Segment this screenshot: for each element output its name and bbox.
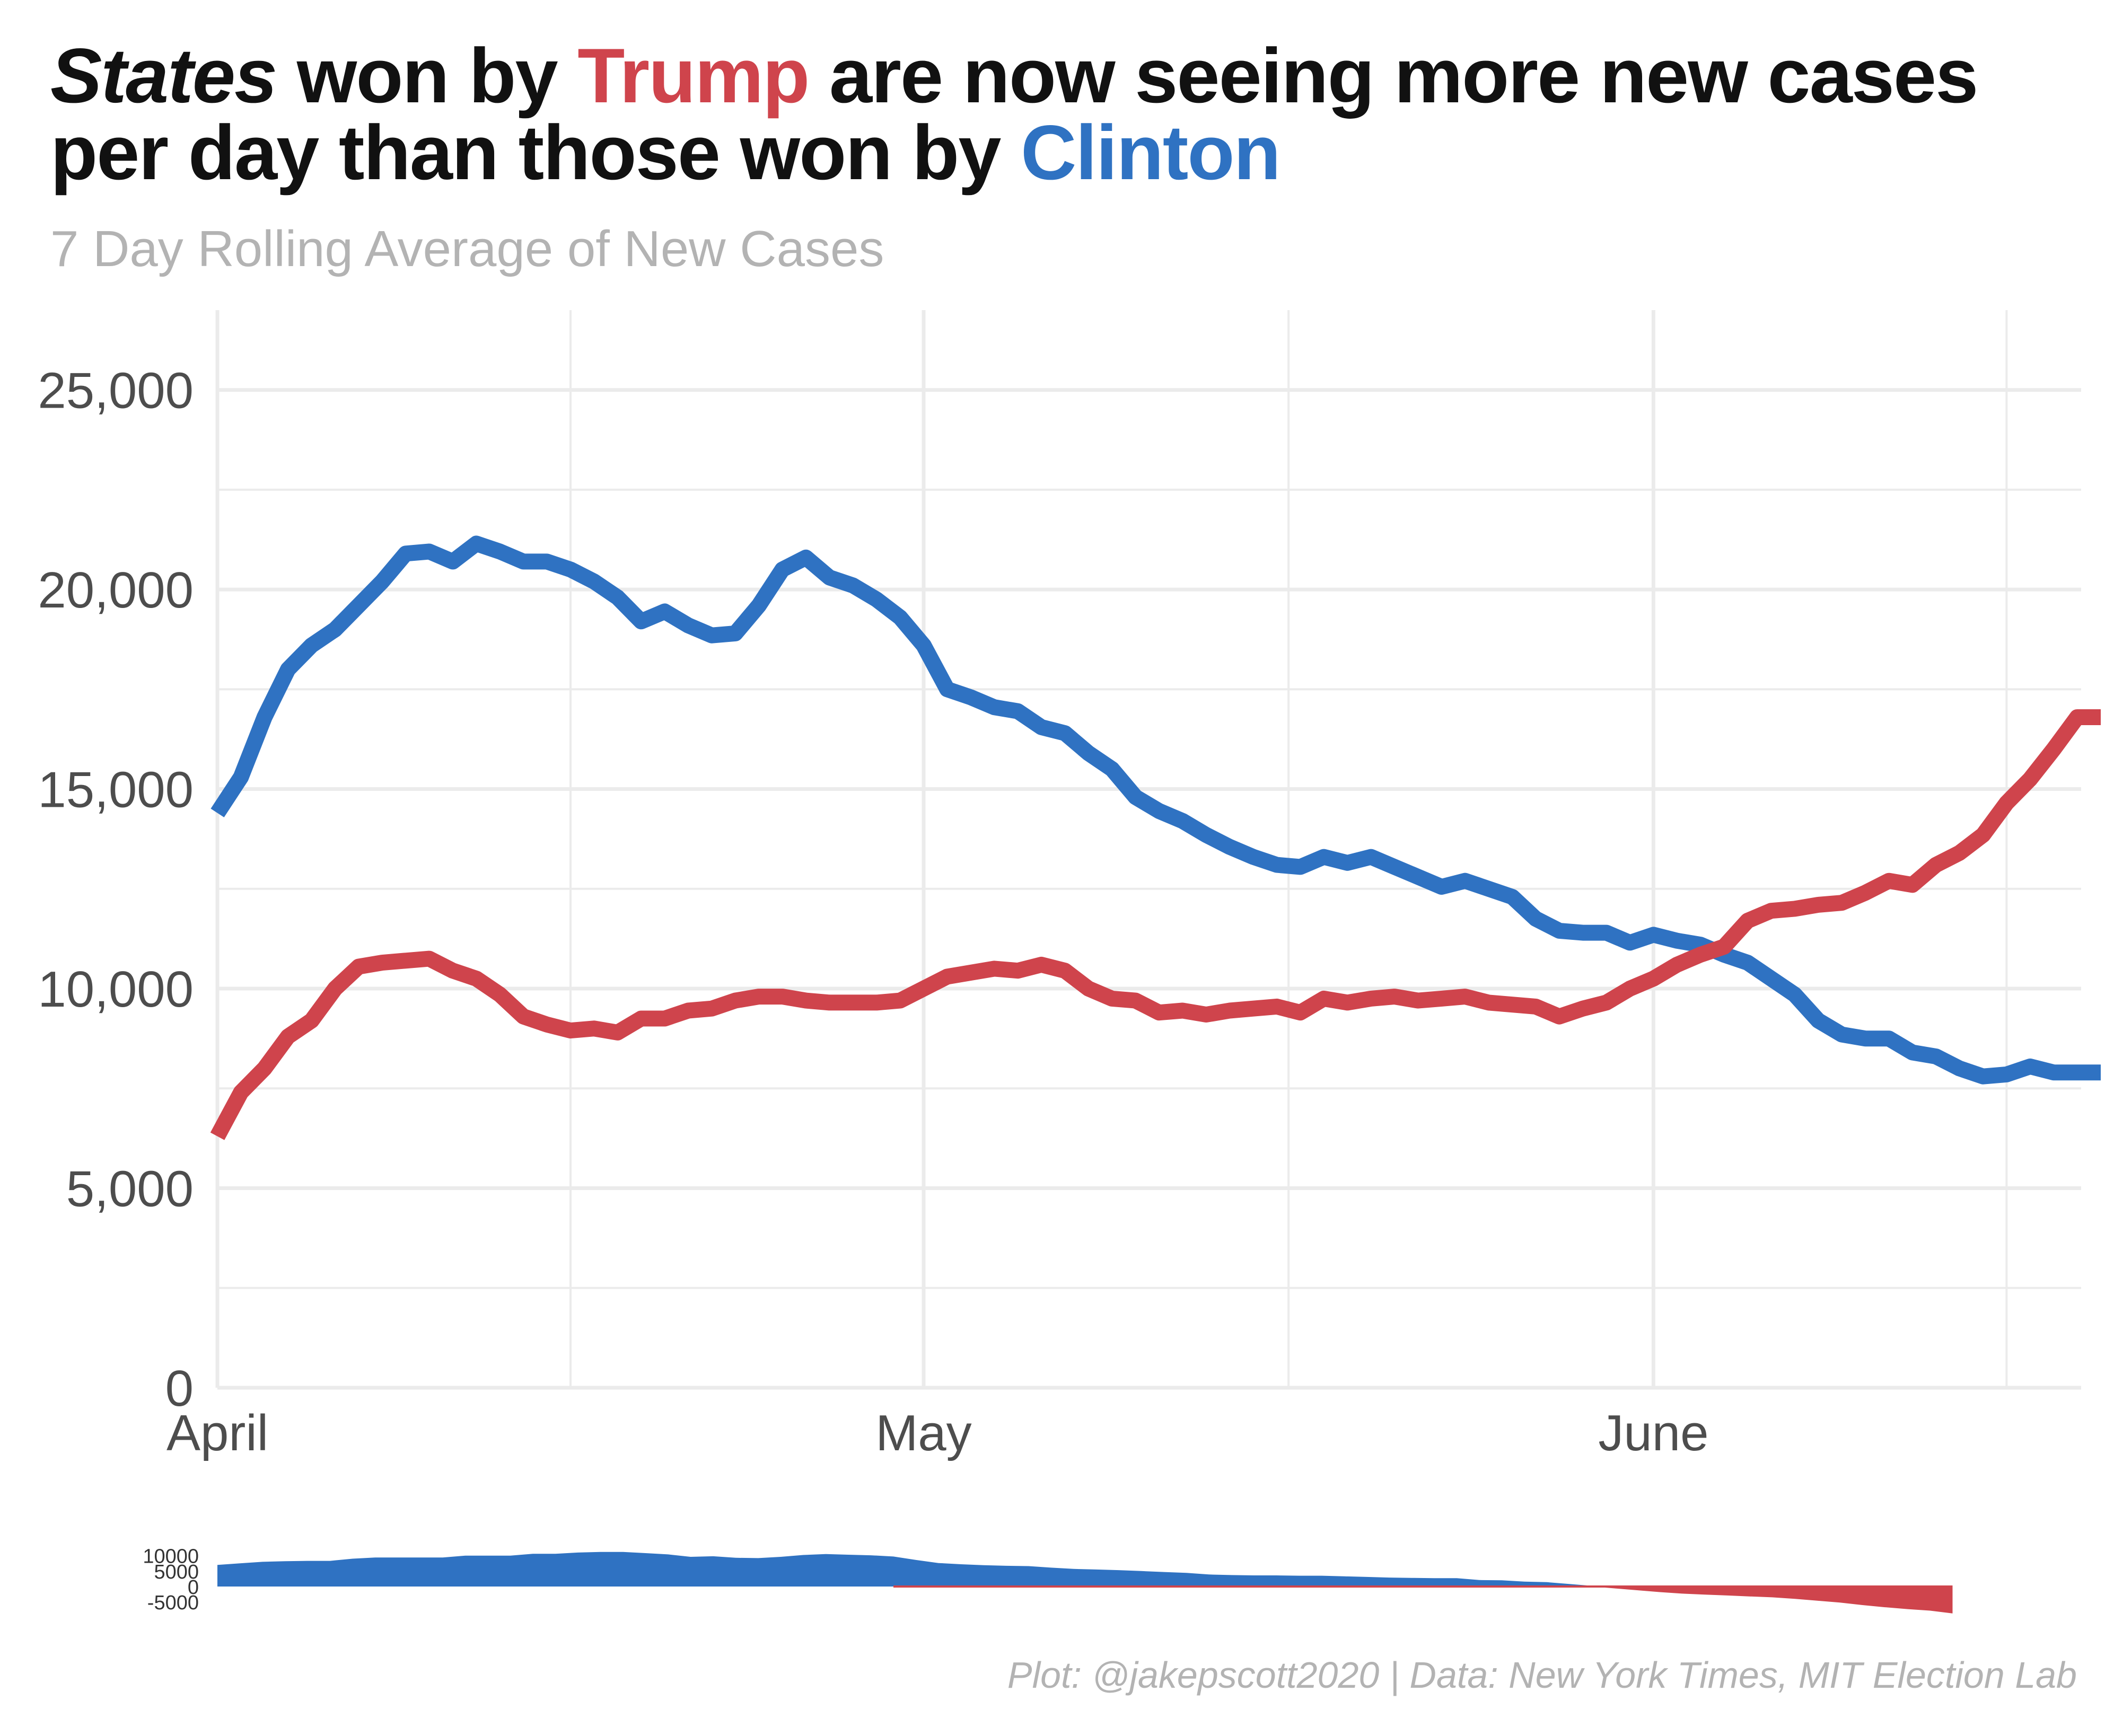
area-clinton-lead [217, 1552, 1953, 1587]
title-text-1: won by [276, 32, 578, 119]
mini-y-axis-ticks: 10000 5000 0 -5000 [143, 1546, 199, 1614]
y-tick-label: 25,000 [38, 363, 194, 419]
y-tick-label: 5,000 [66, 1161, 194, 1218]
mini-y-tick-label: -5000 [147, 1592, 199, 1614]
mini-y-tick-label: 10000 [143, 1546, 199, 1568]
y-tick-label: 10,000 [38, 961, 194, 1018]
title-text-3: per day than those won by [50, 109, 1021, 196]
y-tick-label: 20,000 [38, 562, 194, 619]
mini-y-tick-label: 5000 [154, 1561, 199, 1583]
area-trump-lead [217, 1587, 1953, 1614]
gridlines [215, 310, 2081, 1390]
difference-area-chart: 10000 5000 0 -5000 [143, 1546, 1953, 1614]
series-lines [210, 535, 2101, 1140]
chart-caption: Plot: @jakepscott2020 | Data: New York T… [1007, 1654, 2077, 1696]
y-tick-label: 0 [165, 1360, 194, 1417]
title-clinton: Clinton [1021, 109, 1281, 196]
y-tick-label: 15,000 [38, 762, 194, 818]
chart-subtitle: 7 Day Rolling Average of New Cases [50, 221, 884, 277]
series-line-trump [210, 709, 2101, 1140]
title-text-2: are now seeing more new cases [809, 32, 1978, 119]
difference-areas [217, 1552, 1953, 1614]
chart-title: States won by Trump are now seeing more … [50, 37, 1978, 191]
y-axis-ticks: 0 5,000 10,000 15,000 20,000 25,000 [38, 363, 194, 1417]
series-line-clinton [210, 535, 2101, 1085]
x-tick-label: June [1598, 1405, 1708, 1461]
x-tick-label: April [166, 1405, 268, 1461]
mini-y-tick-label: 0 [188, 1576, 199, 1599]
title-states: States [50, 32, 277, 119]
x-tick-label: May [875, 1405, 971, 1461]
title-trump: Trump [577, 32, 810, 119]
x-axis-ticks: April May June [166, 1405, 1709, 1461]
